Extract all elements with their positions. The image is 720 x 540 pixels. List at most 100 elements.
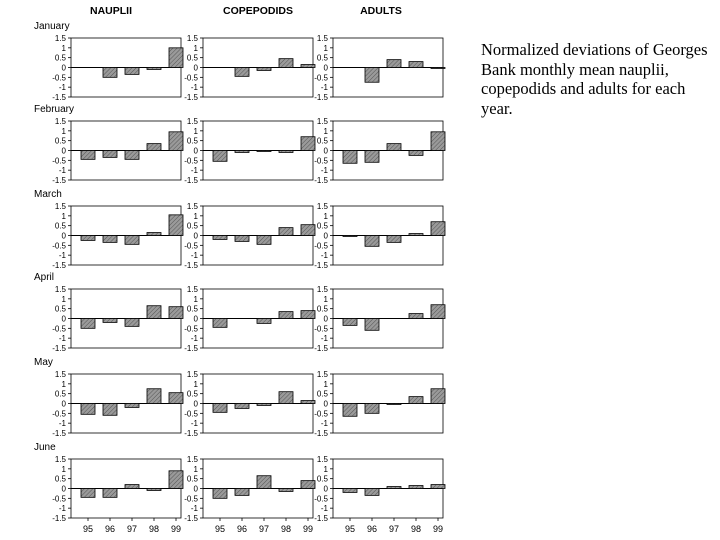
y-tick-label: 1	[62, 212, 67, 221]
figure-caption: Normalized deviations of Georges Bank mo…	[481, 40, 708, 118]
y-tick-label: -1	[191, 251, 199, 260]
bar-95	[80, 235, 96, 241]
bar-98	[278, 58, 294, 68]
column-title-nauplii: NAUPLII	[90, 5, 132, 17]
y-tick-label: 1.5	[55, 117, 67, 126]
panel-january-adults: 1.510.50-0.5-1-1.5	[314, 34, 446, 102]
y-tick-label: 1	[194, 465, 199, 474]
bar-95	[342, 488, 358, 493]
y-tick-label: 1.5	[317, 202, 329, 211]
bar-98	[408, 485, 424, 489]
y-tick-label: 0	[62, 315, 67, 324]
y-tick-label: 1.5	[55, 34, 67, 43]
bar-96	[234, 488, 250, 496]
bar-95	[342, 235, 358, 237]
y-tick-label: -0.5	[184, 156, 198, 165]
y-tick-label: 1.5	[187, 202, 199, 211]
y-tick-label: -1	[321, 251, 329, 260]
bar-96	[102, 318, 118, 323]
x-tick-label-99: 99	[303, 524, 313, 534]
bar-98	[408, 233, 424, 236]
bar-97	[124, 235, 140, 245]
bar-97	[386, 143, 402, 151]
bar-98	[408, 313, 424, 319]
x-tick-label-98: 98	[149, 524, 159, 534]
y-tick-label: 0	[324, 64, 329, 73]
bar-95	[342, 318, 358, 326]
y-tick-label: 0.5	[55, 390, 67, 399]
y-tick-label: -1	[321, 504, 329, 513]
bar-98	[278, 150, 294, 153]
y-tick-label: 1.5	[187, 370, 199, 379]
y-tick-label: 0.5	[317, 137, 329, 146]
y-tick-label: 0	[62, 147, 67, 156]
y-tick-label: -1	[59, 166, 67, 175]
y-tick-label: 1	[62, 380, 67, 389]
x-tick-label-95: 95	[345, 524, 355, 534]
bar-98	[408, 150, 424, 156]
y-tick-label: -0.5	[184, 73, 198, 82]
y-tick-label: 0	[194, 147, 199, 156]
y-tick-label: 1	[62, 295, 67, 304]
y-tick-label: -0.5	[184, 409, 198, 418]
x-tick-label-96: 96	[367, 524, 377, 534]
bar-95	[80, 318, 96, 329]
bar-95	[212, 318, 228, 328]
y-tick-label: -1.5	[52, 93, 66, 102]
y-tick-label: 0	[194, 485, 199, 494]
y-tick-label: -0.5	[52, 156, 66, 165]
y-tick-label: -1	[321, 419, 329, 428]
bar-97	[386, 235, 402, 243]
x-tick-label-95: 95	[83, 524, 93, 534]
y-tick-label: -1.5	[52, 429, 66, 438]
panel-april-nauplii: 1.510.50-0.5-1-1.5	[52, 285, 184, 353]
bar-96	[102, 235, 118, 243]
y-tick-label: -1.5	[184, 93, 198, 102]
bar-95	[342, 150, 358, 164]
y-tick-label: -1.5	[184, 261, 198, 270]
y-tick-label: 1.5	[55, 455, 67, 464]
y-tick-label: -1.5	[314, 514, 328, 523]
bar-95	[80, 150, 96, 160]
y-tick-label: 1	[194, 44, 199, 53]
bar-99	[300, 224, 316, 236]
y-tick-label: 0.5	[187, 475, 199, 484]
x-tick-label-97: 97	[127, 524, 137, 534]
y-tick-label: 0	[324, 315, 329, 324]
y-tick-label: 0.5	[55, 305, 67, 314]
bar-97	[256, 150, 272, 152]
y-tick-label: 0	[194, 400, 199, 409]
y-tick-label: 0.5	[55, 137, 67, 146]
x-tick-label-98: 98	[281, 524, 291, 534]
y-tick-label: 0	[324, 147, 329, 156]
bar-99	[300, 64, 316, 68]
bar-96	[234, 235, 250, 242]
y-tick-label: 1	[324, 44, 329, 53]
bar-98	[408, 396, 424, 404]
y-tick-label: 1.5	[317, 117, 329, 126]
y-tick-label: -1.5	[184, 514, 198, 523]
month-label-march: March	[34, 189, 62, 200]
bar-96	[102, 67, 118, 78]
bar-97	[124, 318, 140, 327]
bar-97	[386, 59, 402, 68]
y-tick-label: -1	[191, 334, 199, 343]
y-tick-label: 0.5	[187, 54, 199, 63]
y-tick-label: 1	[324, 380, 329, 389]
y-tick-label: -0.5	[52, 73, 66, 82]
y-tick-label: -1	[321, 83, 329, 92]
y-tick-label: 1	[324, 127, 329, 136]
bar-97	[256, 67, 272, 71]
y-tick-label: 1.5	[187, 34, 199, 43]
y-tick-label: -0.5	[52, 409, 66, 418]
y-tick-label: -0.5	[314, 73, 328, 82]
y-tick-label: 0	[62, 232, 67, 241]
bar-99	[300, 400, 316, 404]
bar-99	[168, 47, 184, 68]
bar-96	[364, 150, 380, 163]
panel-march-copepodids: 1.510.50-0.5-1-1.5	[184, 202, 316, 270]
x-tick-label-97: 97	[259, 524, 269, 534]
y-tick-label: 0	[324, 400, 329, 409]
bar-98	[146, 305, 162, 319]
x-tick-label-99: 99	[433, 524, 443, 534]
